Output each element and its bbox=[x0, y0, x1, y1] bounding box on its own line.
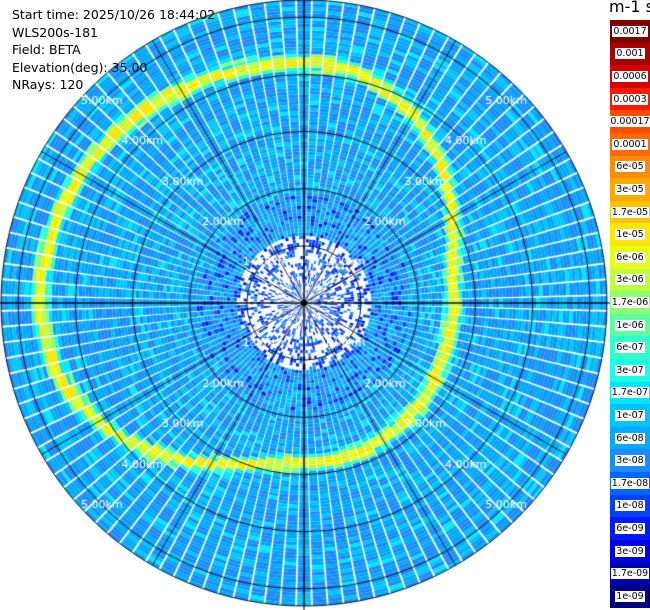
colorbar-level: 0.0003 bbox=[610, 87, 650, 111]
elevation-label: Elevation(deg): 35.00 bbox=[12, 59, 148, 75]
colorbar-tick-label: 0.001 bbox=[615, 48, 645, 60]
colorbar-tick-label: 1.7e-07 bbox=[610, 387, 650, 399]
colorbar-level: 1e-05 bbox=[610, 223, 650, 246]
colorbar-level: 6e-05 bbox=[610, 155, 650, 179]
colorbar-tick-label: 1e-07 bbox=[615, 409, 645, 421]
colorbar-level: 1.7e-07 bbox=[610, 381, 650, 405]
instrument-label: WLS200s-181 bbox=[12, 24, 98, 40]
colorbar-tick-label: 3e-07 bbox=[615, 364, 645, 376]
colorbar-title: m-1 sr-1 bbox=[609, 0, 650, 16]
colorbar-level: 6e-07 bbox=[610, 336, 650, 359]
colorbar-level: 1.7e-06 bbox=[610, 291, 650, 314]
colorbar-tick-label: 3e-09 bbox=[615, 545, 645, 557]
colorbar-level: 6e-06 bbox=[610, 246, 650, 269]
colorbar-level: 1.7e-08 bbox=[610, 472, 650, 495]
colorbar-tick-label: 6e-08 bbox=[615, 432, 645, 444]
colorbar-tick-label: 6e-06 bbox=[615, 251, 645, 263]
colorbar-level: 1e-07 bbox=[610, 404, 650, 427]
scan-info: Start time: 2025/10/26 18:44:02 WLS200s-… bbox=[12, 6, 215, 94]
nrays-label: NRays: 120 bbox=[12, 77, 84, 92]
colorbar-tick-label: 1e-08 bbox=[615, 500, 645, 512]
colorbar-level: 6e-09 bbox=[610, 517, 650, 540]
colorbar-tick-label: 6e-05 bbox=[615, 161, 645, 173]
colorbar-level: 1.7e-09 bbox=[610, 562, 650, 585]
ppi-scan-plot bbox=[0, 0, 610, 610]
colorbar-tick-label: 6e-09 bbox=[615, 522, 645, 534]
colorbar-tick-label: 3e-05 bbox=[615, 183, 645, 195]
colorbar-level: 3e-05 bbox=[610, 178, 650, 201]
colorbar-tick-label: 6e-07 bbox=[615, 342, 645, 354]
colorbar-tick-label: 3e-06 bbox=[615, 274, 645, 286]
colorbar-level: 0.00017 bbox=[609, 110, 650, 133]
colorbar-level: 1e-09 bbox=[610, 585, 650, 608]
colorbar-level: 0.0017 bbox=[610, 20, 650, 43]
colorbar: 0.0017 0.001 0.0006 0.0003 0.00017 0.0001 6e-0… bbox=[609, 20, 650, 610]
colorbar-level: 1e-08 bbox=[610, 494, 650, 518]
colorbar-tick-label: 0.0003 bbox=[612, 93, 648, 105]
colorbar-tick-label: 1e-06 bbox=[615, 319, 645, 331]
colorbar-level: 1e-06 bbox=[610, 313, 650, 337]
colorbar-level: 3e-06 bbox=[610, 268, 650, 292]
colorbar-tick-label: 0.0017 bbox=[612, 25, 648, 37]
colorbar-tick-label: 1.7e-06 bbox=[610, 296, 650, 308]
colorbar-level: 1.7e-05 bbox=[610, 200, 650, 224]
colorbar-level: 6e-08 bbox=[610, 426, 650, 450]
colorbar-level: 0.001 bbox=[610, 42, 650, 66]
colorbar-tick-label: 0.0006 bbox=[612, 70, 648, 82]
colorbar-level: 3e-09 bbox=[610, 539, 650, 563]
field-label: Field: BETA bbox=[12, 42, 81, 57]
colorbar-tick-label: 1.7e-05 bbox=[610, 206, 650, 218]
start-time-label: Start time: 2025/10/26 18:44:02 bbox=[12, 7, 216, 22]
colorbar-level: 0.0001 bbox=[610, 133, 650, 156]
colorbar-tick-label: 1.7e-09 bbox=[610, 568, 650, 580]
colorbar-tick-label: 0.00017 bbox=[609, 116, 650, 128]
colorbar-level: 0.0006 bbox=[610, 65, 650, 88]
colorbar-level: 3e-08 bbox=[610, 449, 650, 472]
colorbar-tick-label: 1e-09 bbox=[615, 590, 645, 602]
colorbar-level: 3e-07 bbox=[610, 359, 650, 382]
colorbar-tick-label: 3e-08 bbox=[615, 455, 645, 467]
colorbar-tick-label: 0.0001 bbox=[612, 138, 648, 150]
colorbar-tick-label: 1.7e-08 bbox=[610, 477, 650, 489]
colorbar-tick-label: 1e-05 bbox=[615, 229, 645, 241]
